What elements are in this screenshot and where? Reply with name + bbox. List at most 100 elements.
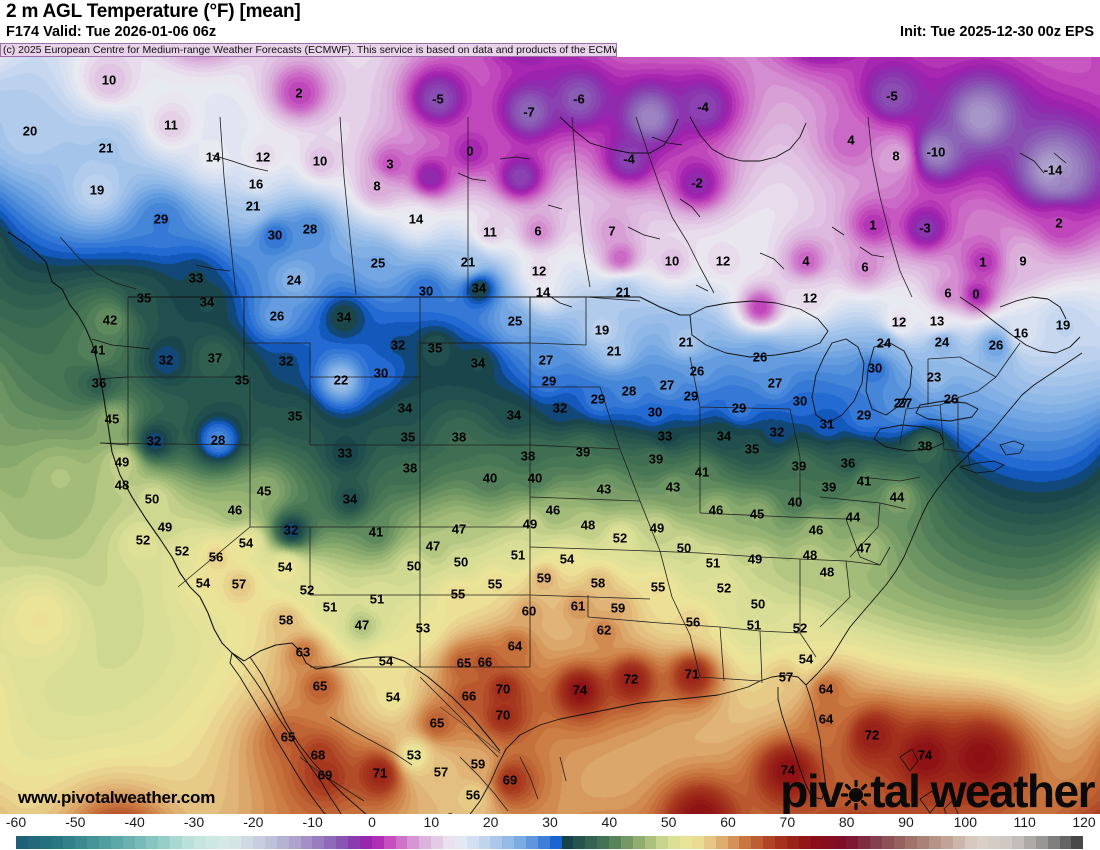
- border-path: [943, 448, 969, 454]
- colorbar-tick: 0: [368, 814, 376, 830]
- colorbar-swatch: [51, 836, 64, 849]
- colorbar-swatch: [703, 836, 716, 849]
- border-path: [939, 396, 961, 406]
- border-path: [879, 502, 907, 510]
- border-path: [7, 231, 245, 662]
- border-path: [519, 756, 539, 800]
- border-path: [439, 706, 501, 754]
- border-path: [689, 356, 701, 457]
- colorbar-tick: -10: [302, 814, 323, 830]
- init-time-label: Init: Tue 2025-12-30 00z EPS: [900, 24, 1094, 40]
- colorbar-swatch: [1012, 836, 1025, 849]
- border-path: [95, 297, 245, 380]
- colorbar-swatch: [348, 836, 360, 849]
- border-path: [799, 632, 817, 658]
- border-path: [529, 496, 641, 502]
- colorbar-swatch: [300, 836, 313, 849]
- watermark-text-pre: piv: [780, 765, 843, 814]
- colorbar-swatch: [87, 836, 100, 849]
- border-path: [243, 297, 421, 378]
- colorbar-swatch: [146, 836, 159, 849]
- colorbar-swatch: [917, 836, 930, 849]
- colorbar-swatch: [858, 836, 870, 849]
- border-path: [419, 676, 499, 758]
- border-path: [420, 527, 531, 596]
- colorbar-swatch: [585, 836, 598, 849]
- colorbar-swatch: [846, 836, 859, 849]
- border-path: [719, 626, 725, 682]
- colorbar-swatch: [680, 836, 692, 849]
- border-path: [959, 356, 997, 378]
- colorbar-tick: 110: [1013, 814, 1036, 830]
- valid-time-label: F174 Valid: Tue 2026-01-06 06z: [6, 24, 217, 40]
- colorbar-tick: 120: [1072, 814, 1096, 830]
- colorbar-tick: 20: [482, 814, 499, 830]
- border-path: [899, 408, 907, 444]
- border-path: [559, 756, 567, 782]
- border-path: [651, 136, 683, 146]
- colorbar-swatch: [1059, 836, 1072, 849]
- border-path: [867, 116, 913, 298]
- colorbar-swatch: [442, 836, 455, 849]
- colorbar-swatch: [1071, 836, 1084, 849]
- colorbar-swatch: [668, 836, 681, 849]
- colorbar-gradient[interactable]: [16, 836, 1084, 849]
- temperature-map[interactable]: 10 2 -5 -6 -7 -4 11 20 -5 4 8 -10 14 12 10 3 0 -4 21 16 19 8-…: [0, 57, 1100, 814]
- colorbar-tick: 60: [720, 814, 736, 830]
- border-path: [877, 502, 881, 528]
- border-path: [959, 296, 1081, 354]
- border-path: [995, 342, 1021, 378]
- colorbar-swatch: [525, 836, 538, 849]
- colorbar-tick: 50: [660, 814, 677, 830]
- colorbar-swatch: [537, 836, 550, 849]
- colorbar-swatch: [549, 836, 562, 849]
- colorbar-swatch: [122, 836, 135, 849]
- border-path: [229, 652, 342, 814]
- sun-icon: [841, 767, 872, 811]
- border-path: [99, 377, 129, 446]
- colorbar-swatch: [881, 836, 894, 849]
- border-path: [529, 546, 651, 552]
- border-path: [243, 642, 501, 752]
- colorbar-swatch: [632, 836, 645, 849]
- border-path: [819, 496, 881, 504]
- colorbar-swatch: [158, 836, 171, 849]
- border-path: [759, 252, 785, 270]
- colorbar-swatch: [490, 836, 503, 849]
- colorbar-tick: -50: [65, 814, 86, 830]
- border-path: [799, 558, 847, 562]
- border-path: [915, 400, 979, 422]
- colorbar-swatch: [739, 836, 752, 849]
- colorbar-swatch: [976, 836, 989, 849]
- border-path: [95, 297, 129, 380]
- colorbar-swatch: [1047, 836, 1060, 849]
- border-path: [699, 406, 791, 410]
- border-path: [959, 460, 1005, 474]
- border-path: [1053, 152, 1067, 164]
- pivotal-weather-watermark: piv tal weather: [780, 764, 1095, 814]
- border-path: [699, 512, 791, 518]
- border-path: [559, 116, 679, 154]
- colorbar-swatch: [312, 836, 325, 849]
- colorbar-tick-labels: -60 -50 -40 -30 -20 -10 0 10 20 30 40 50 60 70 80 90 100…: [0, 814, 1100, 836]
- border-path: [919, 790, 939, 814]
- border-path: [845, 518, 861, 558]
- border-path: [59, 236, 137, 290]
- border-path: [927, 356, 961, 360]
- border-path: [639, 296, 690, 316]
- colorbar-swatch: [229, 836, 242, 849]
- colorbar-swatch: [383, 836, 396, 849]
- border-path: [659, 550, 673, 598]
- border-path: [759, 630, 801, 634]
- border-path: [859, 556, 881, 566]
- colorbar-swatch: [727, 836, 740, 849]
- border-path: [635, 116, 715, 294]
- colorbar-swatch: [253, 836, 266, 849]
- colorbar-swatch: [514, 836, 526, 849]
- colorbar-swatch: [265, 836, 277, 849]
- border-path: [671, 596, 691, 636]
- border-path: [177, 445, 251, 588]
- border-path: [627, 226, 661, 240]
- border-path: [899, 476, 921, 482]
